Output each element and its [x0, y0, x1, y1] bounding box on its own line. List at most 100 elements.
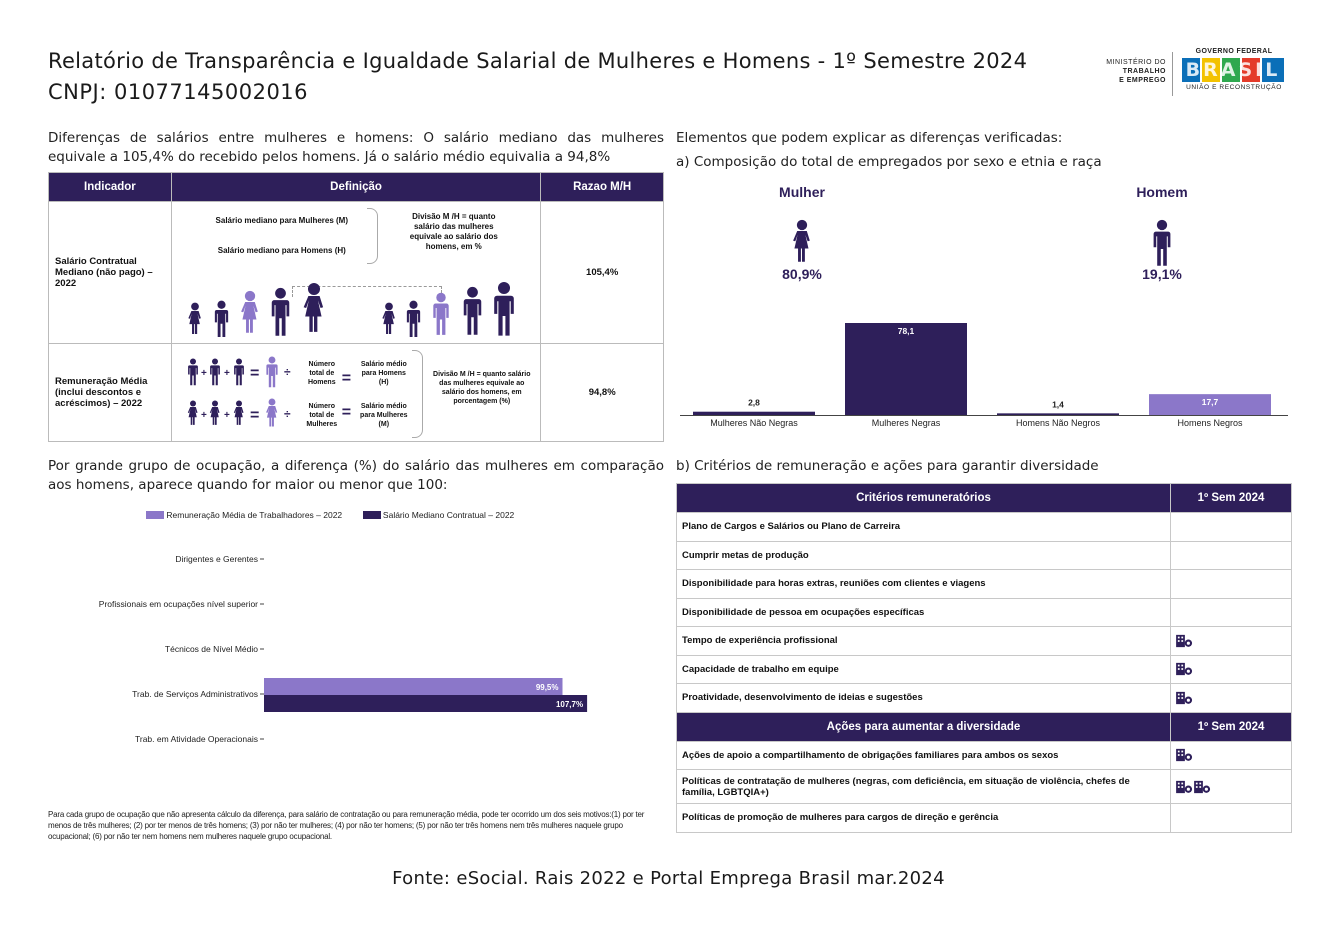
legend-median: Salário Mediano Contratual – 2022 — [382, 509, 515, 520]
bar-value-label: 107,7% — [556, 700, 583, 709]
bar-homens-negros — [1149, 394, 1271, 415]
criteria-header-row: Critérios remuneratórios 1º Sem 2024 — [676, 483, 1292, 513]
def-average-division: Divisão M /H = quanto salário das mulher… — [433, 371, 531, 405]
occupation-label: Trab. em Atividade Operacionais — [135, 734, 258, 744]
def-median-cell: Salário mediano para Mulheres (M) Salári… — [170, 201, 542, 344]
gov-logo-word-text: BRASIL — [1185, 59, 1281, 81]
gov-logo-word: BRASIL — [1180, 56, 1288, 84]
criteria-item-row: Proatividade, desenvolvimento de ideias … — [676, 683, 1292, 713]
woman-icon — [382, 302, 395, 335]
man-icon — [406, 300, 420, 338]
def-average-cell: + + = ÷ + + = ÷ Número total de Homens =… — [170, 343, 542, 442]
criteria-period-header: 1º Sem 2024 — [1170, 483, 1292, 513]
occupation-label: Técnicos de Nível Médio — [165, 644, 258, 654]
criteria-item-status — [1170, 512, 1292, 542]
bar-value-label: 1,4 — [1052, 399, 1064, 409]
people-row-median — [184, 278, 529, 338]
criteria-item-status — [1170, 540, 1292, 570]
composition-bar-chart: 2,8 Mulheres Não Negras 78,1 Mulheres Negra… — [680, 300, 1288, 430]
action-item-row: Políticas de contratação de mulheres (ne… — [676, 769, 1292, 804]
action-item-row: Ações de apoio a compartilhamento de obr… — [676, 740, 1292, 770]
company-icon — [1194, 780, 1211, 793]
svg-text:+: + — [201, 368, 207, 379]
criteria-item-row: Capacidade de trabalho em equipe — [676, 654, 1292, 684]
category-label: Mulheres Não Negras — [710, 418, 798, 428]
man-icon — [214, 300, 228, 338]
occupation-label: Dirigentes e Gerentes — [175, 554, 258, 564]
action-item-label: Políticas de promoção de mulheres para c… — [676, 803, 1171, 833]
criteria-item-status — [1170, 683, 1292, 713]
criteria-item-label: Disponibilidade para horas extras, reuni… — [676, 569, 1171, 599]
svg-text:÷: ÷ — [284, 365, 291, 379]
man-icon-median — [433, 292, 449, 335]
man-label: Homem — [1136, 184, 1188, 200]
ministry-logo-line2: TRABALHO — [1122, 68, 1166, 75]
action-item-row: Políticas de promoção de mulheres para c… — [676, 803, 1292, 833]
action-item-status — [1170, 740, 1292, 770]
svg-text:=: = — [250, 365, 259, 382]
category-label: Mulheres Negras — [872, 418, 941, 428]
equals-sign: = — [341, 370, 352, 387]
footnote: Para cada grupo de ocupação que não apre… — [48, 810, 645, 841]
people-sum-diagram: + + = ÷ + + = ÷ — [187, 356, 291, 427]
def-median-division: Divisão M /H = quanto salário das mulher… — [409, 212, 498, 251]
ratio-median: 105,4% — [540, 201, 664, 344]
legend-average: Remuneração Média de Trabalhadores – 202… — [166, 509, 343, 520]
ministry-logo-line1: MINISTÉRIO DO — [1106, 59, 1166, 66]
svg-text:÷: ÷ — [284, 407, 291, 421]
svg-text:+: + — [224, 368, 230, 379]
company-icon — [1176, 749, 1193, 762]
bar-value-label: 78,1 — [898, 326, 915, 336]
category-label: Homens Negros — [1177, 418, 1243, 428]
criteria-item-row: Tempo de experiência profissional — [676, 626, 1292, 656]
company-icon — [1176, 780, 1193, 793]
criteria-item-row: Disponibilidade para horas extras, reuni… — [676, 569, 1292, 599]
report-title: Relatório de Transparência e Igualdade S… — [48, 49, 1028, 73]
logo-divider — [1172, 52, 1173, 96]
criteria-table: Critérios remuneratórios 1º Sem 2024 Plano… — [676, 483, 1292, 833]
def-women-median: Salário mediano para Mulheres (M) — [215, 216, 349, 225]
legend-swatch-average — [146, 510, 164, 519]
svg-text:+: + — [224, 410, 230, 421]
bar-value-label: 99,5% — [536, 683, 559, 692]
gov-logo-top: GOVERNO FEDERAL — [1195, 48, 1273, 55]
indicator-table: Indicador Definição Razao M/H Salário Co… — [48, 172, 664, 442]
occupation-label: Profissionais em ocupações nível superio… — [99, 599, 258, 609]
ratio-average: 94,8% — [540, 343, 664, 442]
criteria-item-status — [1170, 626, 1292, 656]
def-men-median: Salário mediano para Homens (H) — [217, 246, 346, 255]
company-icon — [1176, 634, 1193, 647]
criteria-item-row: Disponibilidade de pessoa em ocupações e… — [676, 597, 1292, 627]
criteria-item-status — [1170, 569, 1292, 599]
n-women-label: Número total de Mulheres — [306, 403, 338, 428]
bar-value-label: 2,8 — [748, 398, 760, 408]
man-icon — [463, 286, 482, 335]
criteria-item-row: Cumprir metas de produção — [676, 540, 1292, 570]
criteria-item-label: Disponibilidade de pessoa em ocupações e… — [676, 597, 1171, 627]
criteria-item-status — [1170, 597, 1292, 627]
woman-icon — [793, 219, 810, 262]
bar-homens-n-o-negros — [997, 413, 1119, 415]
gov-logo: GOVERNO FEDERAL BRASIL UNIÃO E RECONSTRU… — [1180, 48, 1288, 98]
ministry-logo: MINISTÉRIO DO TRABALHO E EMPREGO — [1094, 58, 1166, 85]
svg-text:=: = — [250, 407, 259, 424]
bar-mulheres-negras — [845, 323, 967, 415]
svg-text:+: + — [201, 410, 207, 421]
category-label: Homens Não Negros — [1016, 418, 1101, 428]
man-icon — [1153, 219, 1171, 266]
man-percent: 19,1% — [1142, 266, 1182, 282]
ministry-logo-line3: E EMPREGO — [1119, 77, 1166, 84]
salary-intro: Diferenças de salários entre mulheres e … — [48, 130, 664, 165]
avg-men-label: Salário médio para Homens (H) — [360, 361, 407, 386]
def-brace — [366, 208, 378, 264]
cnpj-label: CNPJ: 01077145002016 — [48, 80, 309, 104]
source-note: Fonte: eSocial. Rais 2022 e Portal Empre… — [392, 868, 945, 889]
criteria-item-label: Proatividade, desenvolvimento de ideias … — [676, 683, 1171, 713]
legend-swatch-median — [362, 510, 381, 519]
woman-icon — [303, 282, 323, 332]
def-brace — [411, 350, 423, 438]
occupation-legend: Remuneração Média de Trabalhadores – 202… — [146, 509, 514, 520]
criteria-item-label: Cumprir metas de produção — [676, 540, 1171, 570]
action-item-label: Políticas de contratação de mulheres (ne… — [676, 769, 1171, 804]
woman-icon-median — [240, 290, 258, 333]
